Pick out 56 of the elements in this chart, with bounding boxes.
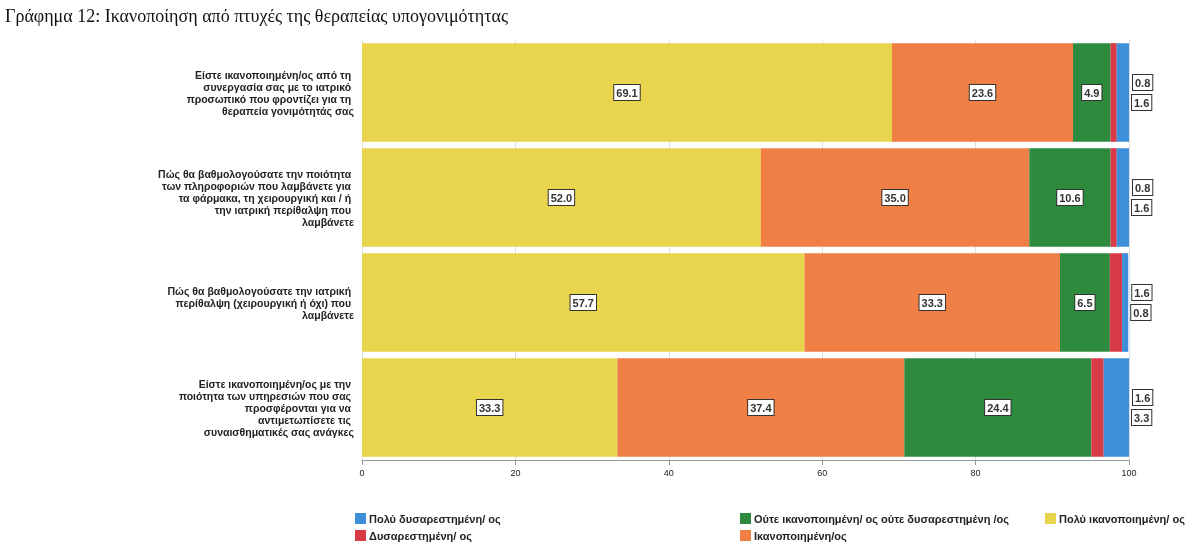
chart-title: Γράφημα 12: Ικανοποίηση από πτυχές της θεραπείας υπογονιμότητας	[5, 6, 509, 26]
bar	[362, 358, 618, 457]
x-tick-label: 20	[510, 467, 521, 478]
bar	[1091, 358, 1104, 457]
y-tick-label: Είστε ικανοποιημένη/ος με την ποιότητα των υπηρεσιών που σας προσφέρονται για να αντιμετωπίσετε τις συναισθηματικές σας ανάγκες	[178, 377, 355, 439]
data-label: 3.3	[1134, 411, 1150, 424]
legend-label: Πολύ ικανοποιημένη/ ος	[1059, 512, 1186, 526]
data-label: 6.5	[1077, 296, 1093, 309]
data-label: 0.8	[1133, 306, 1149, 319]
x-tick-label: 60	[817, 467, 828, 478]
x-tick-label: 80	[970, 467, 981, 478]
data-label: 1.6	[1134, 286, 1150, 299]
bar	[892, 43, 1074, 142]
data-label: 24.4	[987, 401, 1010, 414]
bar	[904, 358, 1092, 457]
data-label: 33.3	[921, 296, 943, 309]
data-label: 23.6	[971, 86, 994, 99]
bar	[1029, 148, 1111, 247]
data-label: 1.6	[1134, 201, 1150, 214]
data-label: 52.0	[550, 191, 573, 204]
bar	[1073, 43, 1111, 142]
bar	[362, 253, 805, 352]
x-tick-label: 100	[1121, 467, 1137, 478]
bar	[1110, 43, 1117, 142]
bar	[1122, 253, 1129, 352]
bar	[1109, 253, 1123, 352]
y-tick-label: Πώς θα βαθμολογούσατε την ποιότητα των πληροφοριών που λαμβάνετε για τα φάρμακα, τη χειρουργική και / ή την ιατρική περίθαλψη που λαμβάνετε	[158, 167, 355, 228]
y-tick-label: Είστε ικανοποιημένη/ος από τη συνεργασία σας με το ιατρικό προσωπικό που φροντίζει για τη θεραπεία γονιμότητάς σας	[186, 68, 355, 118]
legend-label: Δυσαρεστημένη/ ος	[369, 529, 473, 543]
bar	[1116, 43, 1129, 142]
bar	[362, 43, 892, 142]
data-label: 4.9	[1084, 86, 1100, 99]
bar	[1103, 358, 1129, 457]
legend-label: Ούτε ικανοποιημένη/ ος ούτε δυσαρεστημένη /ος	[754, 512, 1010, 526]
y-tick-label: Πώς θα βαθμολογούσατε την ιατρική περίθαλψη (χειρουργική ή όχι) που λαμβάνετε	[167, 284, 355, 321]
data-label: 0.8	[1135, 76, 1151, 89]
data-label: 10.6	[1059, 191, 1081, 204]
data-label: 1.6	[1134, 96, 1150, 109]
legend-label: Πολύ δυσαρεστημένη/ ος	[369, 512, 501, 526]
data-label: 35.0	[884, 191, 906, 204]
x-tick-label: 40	[663, 467, 674, 478]
bar	[760, 148, 1030, 247]
data-label: 1.6	[1135, 391, 1151, 404]
bar	[1059, 253, 1110, 352]
data-label: 69.1	[616, 86, 638, 99]
data-label: 0.8	[1135, 181, 1151, 194]
bar	[362, 148, 761, 247]
data-label: 37.4	[750, 401, 773, 414]
bar	[1116, 148, 1129, 247]
legend-label: Ικανοποιημένη/ος	[754, 529, 848, 543]
x-tick-label: 0	[359, 467, 365, 478]
bar	[617, 358, 905, 457]
data-label: 33.3	[478, 401, 501, 414]
data-label: 57.7	[572, 296, 594, 309]
bar	[804, 253, 1060, 352]
bar	[1110, 148, 1117, 247]
